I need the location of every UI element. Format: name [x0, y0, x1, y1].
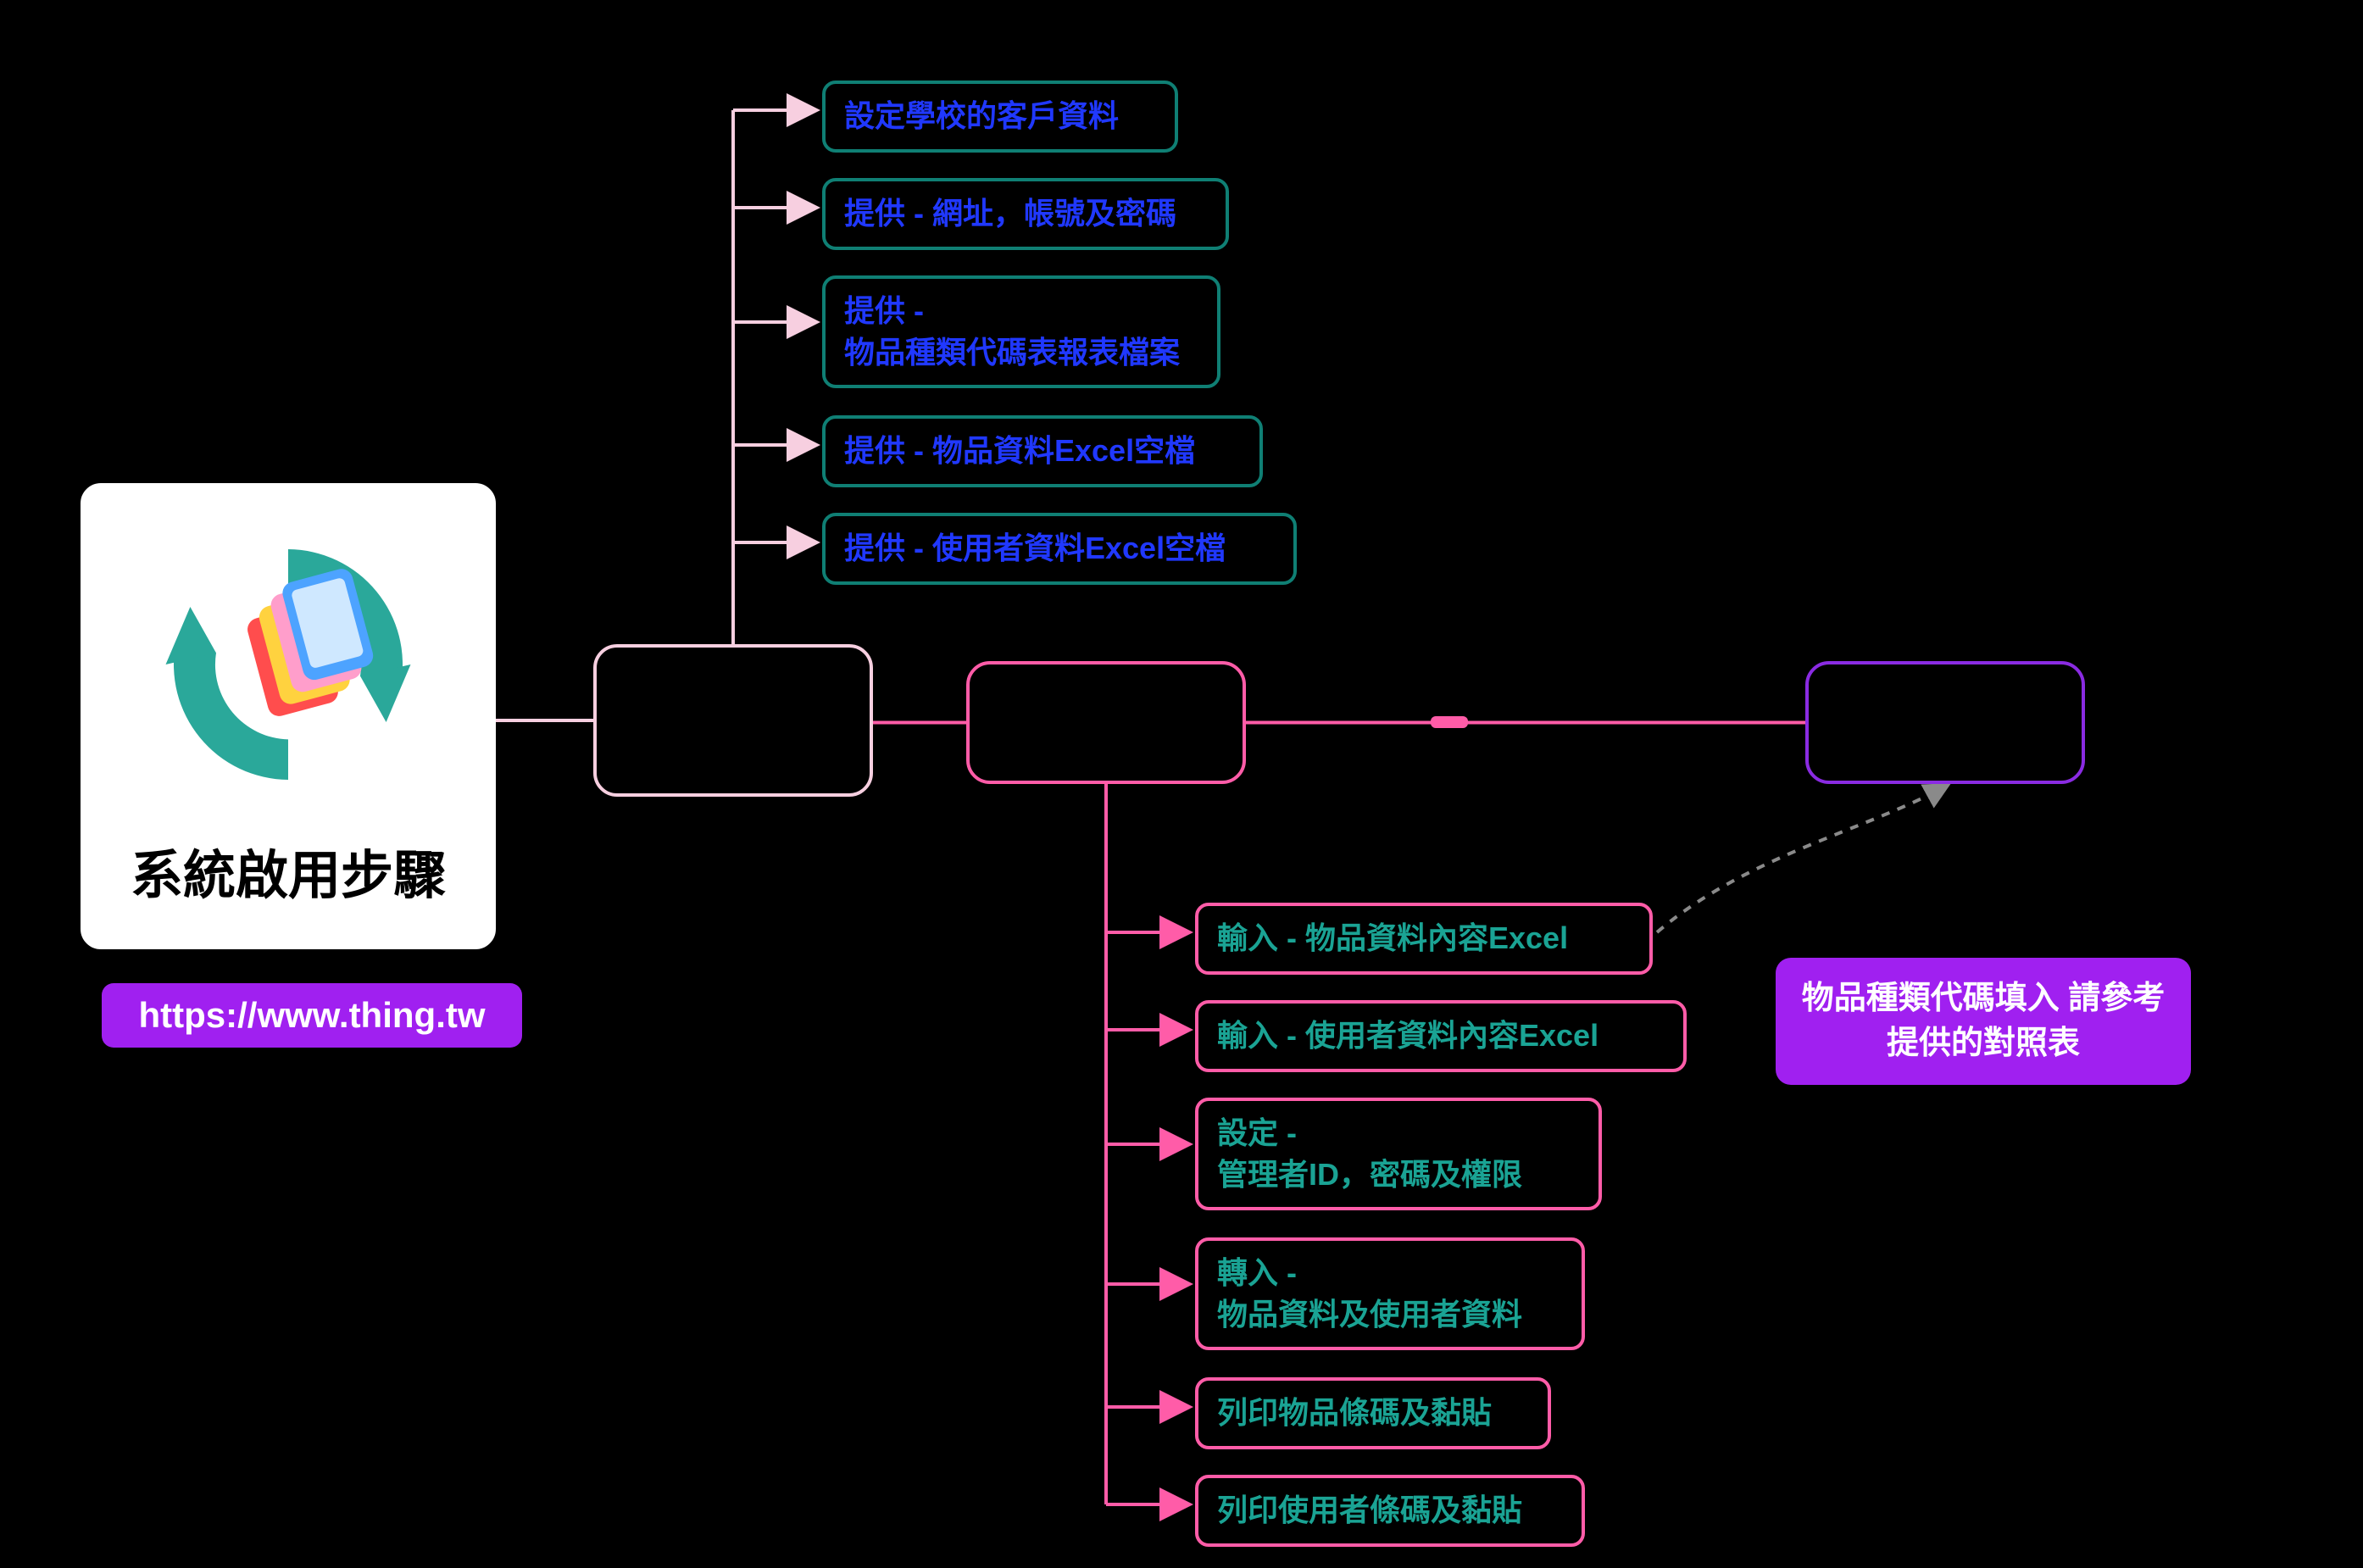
note-reference-table: 物品種類代碼填入 請參考提供的對照表 [1776, 958, 2191, 1085]
root-logo [144, 520, 432, 809]
root-card: 系統啟用步驟 [81, 483, 496, 949]
school-step-item-4: 列印物品條碼及黏貼 [1195, 1377, 1551, 1449]
company-step-item-0: 設定學校的客戶資料 [822, 81, 1178, 153]
school-step-item-3: 轉入 - 物品資料及使用者資料 [1195, 1237, 1585, 1350]
diagram-canvas: { "background_color": "#000000", "root":… [0, 0, 2363, 1568]
company-step-item-1: 提供 - 網址，帳號及密碼 [822, 178, 1229, 250]
root-url[interactable]: https://www.thing.tw [102, 983, 522, 1048]
hub-school-box [966, 661, 1246, 784]
school-step-item-1: 輸入 - 使用者資料內容Excel [1195, 1000, 1687, 1072]
hub-company-box [593, 644, 873, 797]
collapse-indicator[interactable] [1431, 716, 1468, 728]
school-step-item-0: 輸入 - 物品資料內容Excel [1195, 903, 1653, 975]
school-step-item-2: 設定 - 管理者ID，密碼及權限 [1195, 1098, 1602, 1210]
company-step-item-2: 提供 - 物品種類代碼表報表檔案 [822, 275, 1220, 388]
company-step-item-3: 提供 - 物品資料Excel空檔 [822, 415, 1263, 487]
root-title: 系統啟用步驟 [131, 832, 446, 909]
company-step-item-4: 提供 - 使用者資料Excel空檔 [822, 513, 1297, 585]
hub-third-box [1805, 661, 2085, 784]
school-step-item-5: 列印使用者條碼及黏貼 [1195, 1475, 1585, 1547]
